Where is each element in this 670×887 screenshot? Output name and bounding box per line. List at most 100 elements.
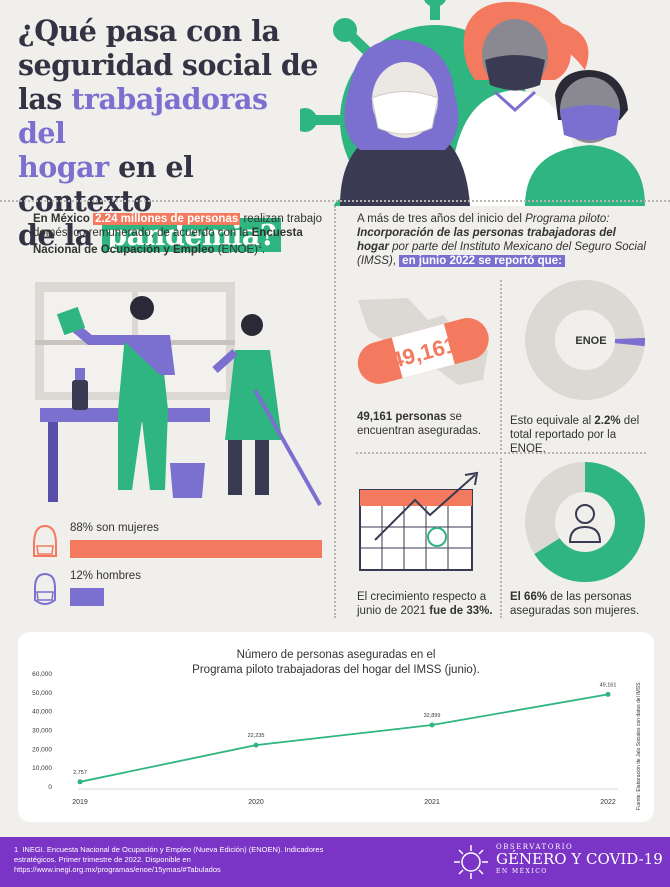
y-tick-label: 0 [48, 784, 52, 791]
worker-man-icon [56, 296, 175, 490]
line-chart: 0 10,000 20,000 30,000 40,000 50,000 60,000 201… [32, 671, 618, 806]
man-face-icon [34, 572, 56, 605]
insured-bold: 49,161 personas [357, 411, 447, 423]
logo-top: OBSERVATORIO [496, 843, 574, 851]
footnote-ref: 1 [257, 243, 262, 250]
cleaning-scene-illustration [35, 282, 322, 506]
worker-woman-icon [212, 314, 322, 506]
footnote: 1 INEGI. Encuesta Nacional de Ocupación … [14, 845, 334, 875]
data-point [253, 742, 259, 748]
title-line-1: ¿Qué pasa con la [18, 14, 280, 48]
y-tick-label: 30,000 [32, 728, 52, 735]
data-label: 49,161 [600, 682, 617, 688]
intro-right-text: A más de tres años del inicio del Progra… [357, 212, 647, 268]
hero-illustration [300, 0, 645, 206]
men-bar [70, 588, 105, 606]
data-label: 32,899 [424, 713, 441, 719]
title-line-2: seguridad social de [18, 48, 318, 82]
women-insured-bold: El 66% [510, 591, 548, 603]
chart-card: Número de personas aseguradas en el Prog… [18, 632, 654, 822]
title-line-4a: hogar [18, 150, 109, 184]
insured-illustration: 49,161 [357, 298, 489, 385]
enoe-text-1: Esto equivale al [510, 415, 595, 427]
logo-bottom: EN MÉXICO [496, 868, 548, 875]
y-tick-label: 60,000 [32, 671, 52, 678]
men-stat-label: 12% hombres [70, 570, 141, 582]
intro-right-p1: A más de tres años del inicio del [357, 213, 526, 225]
growth-text: El crecimiento respecto a junio de 2021 … [357, 590, 497, 618]
intro-right-p2: , [392, 255, 400, 267]
grid-vsep-bottom [500, 458, 502, 618]
footnote-text: INEGI. Encuesta Nacional de Ocupación y … [14, 845, 324, 874]
page-title: ¿Qué pasa con la seguridad social de las… [18, 14, 318, 252]
woman-left-icon [340, 39, 470, 206]
woman-face-icon [33, 524, 57, 557]
chart-title-line-2: Programa piloto trabajadoras del hogar d… [192, 664, 480, 676]
data-point [429, 722, 435, 728]
observatory-logo-icon [454, 845, 488, 879]
intro-left-text: En México 2.24 millones de personas real… [33, 212, 323, 257]
enoe-label: ENOE [575, 335, 606, 347]
program-name-b: Incorporación de las personas trabajador… [357, 227, 616, 253]
grid-hsep [356, 452, 646, 454]
intro-left-p2: realizan trabajo doméstico remunerado, d… [33, 213, 323, 239]
program-name-c: por parte del Instituto Mexicano del Seg… [357, 241, 646, 267]
women-stat-label: 88% son mujeres [70, 522, 159, 534]
title-line-5a: de la [18, 218, 103, 252]
y-tick-label: 10,000 [32, 765, 52, 772]
chart-title-line-1: Número de personas aseguradas en el [236, 649, 436, 661]
intro-left-p4: . [261, 243, 266, 256]
y-tick-label: 20,000 [32, 746, 52, 753]
women-bar [70, 540, 322, 558]
insured-text: 49,161 personas se encuentran aseguradas… [357, 410, 497, 438]
growth-text-1: El crecimiento respecto a junio de 2021 [357, 591, 487, 617]
enoe-text: Esto equivale al 2.2% del total reportad… [510, 414, 650, 456]
x-tick-label: 2019 [72, 799, 88, 806]
data-label: 22,235 [248, 733, 265, 739]
series-line [79, 693, 609, 783]
program-name-a: Programa piloto: [525, 213, 610, 225]
section-divider [0, 200, 670, 202]
chart-source-text: Fuente: Elaboración de Jalo Sociales con… [636, 681, 642, 810]
women-donut-slice [534, 462, 645, 582]
logo-main: GÉNERO Y COVID-19 [496, 850, 663, 868]
footnote-number: 1 [14, 845, 19, 854]
intro-left-p3: (ENOE) [214, 243, 258, 256]
observatory-logo: OBSERVATORIO GÉNERO Y COVID-19 EN MÉXICO [496, 843, 663, 875]
title-line-3b: trabajadoras del [18, 82, 268, 150]
woman-worker-icon [568, 504, 602, 543]
x-tick-label: 2021 [424, 799, 440, 806]
enoe-text-2: del total reportado por la ENOE. [510, 415, 640, 455]
intro-left-p1: En México [33, 213, 94, 225]
y-tick-label: 40,000 [32, 709, 52, 716]
data-point [77, 779, 83, 785]
enoe-donut: ENOE [525, 280, 645, 400]
footer: 1 INEGI. Encuesta Nacional de Ocupación … [0, 837, 670, 887]
data-point [605, 691, 611, 697]
x-tick-label: 2022 [600, 799, 616, 806]
data-label: 2,757 [73, 770, 87, 776]
women-insured-text: El 66% de las personas aseguradas son mu… [510, 590, 650, 618]
y-tick-label: 50,000 [32, 690, 52, 697]
women-insured-donut [525, 462, 645, 582]
column-divider [334, 206, 336, 618]
enoe-bold: 2.2% [594, 415, 621, 427]
workers-count-highlight: 2.24 millones de personas [93, 213, 241, 225]
x-tick-label: 2020 [248, 799, 264, 806]
calendar-growth-icon [359, 471, 479, 571]
title-line-3a: las [18, 82, 72, 116]
growth-bold: fue de 33%. [429, 605, 493, 617]
insured-rest: se encuentran aseguradas. [357, 411, 482, 437]
spray-bottle-icon [72, 368, 88, 410]
chart-source: Fuente: Elaboración de Jalo Sociales con… [636, 681, 642, 810]
bandage-icon [357, 318, 489, 384]
enoe-name: Encuesta Nacional de Ocupación y Empleo [33, 227, 303, 256]
men-stat: 12% hombres [30, 570, 330, 610]
date-highlight: en junio 2022 se reportó que: [399, 255, 565, 267]
woman-right-icon [525, 70, 645, 206]
grid-vsep-top [500, 280, 502, 450]
woman-middle-icon [450, 1, 589, 206]
women-stat: 88% son mujeres [30, 522, 330, 562]
bucket-icon [170, 463, 205, 498]
women-insured-rest: de las personas aseguradas son mujeres. [510, 591, 640, 617]
